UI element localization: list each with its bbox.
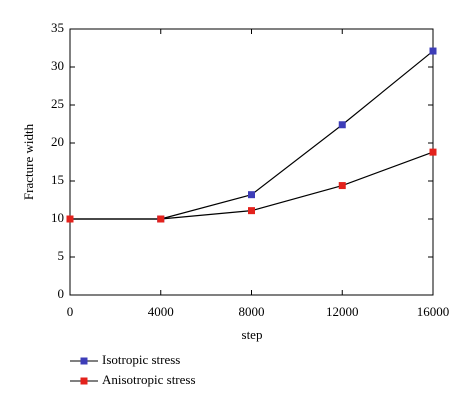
x-tick-label: 8000: [239, 304, 265, 319]
legend-label: Anisotropic stress: [102, 372, 196, 387]
y-tick-label: 0: [58, 286, 65, 301]
y-axis-title: Fracture width: [21, 123, 36, 200]
y-tick-label: 35: [51, 20, 64, 35]
marker: [338, 182, 346, 190]
marker: [338, 121, 346, 129]
marker: [157, 215, 165, 223]
legend-label: Isotropic stress: [102, 352, 180, 367]
y-tick-label: 15: [51, 172, 64, 187]
marker: [66, 215, 74, 223]
legend-marker: [80, 357, 88, 365]
marker: [429, 148, 437, 156]
x-tick-label: 16000: [417, 304, 450, 319]
legend-marker: [80, 377, 88, 385]
x-tick-label: 12000: [326, 304, 359, 319]
marker: [248, 207, 255, 215]
y-tick-label: 25: [51, 96, 64, 111]
y-tick-label: 20: [51, 134, 64, 149]
plot-frame: [69, 28, 434, 296]
x-tick-label: 0: [67, 304, 74, 319]
y-tick-label: 5: [58, 248, 65, 263]
y-tick-label: 30: [51, 58, 64, 73]
y-tick-label: 10: [51, 210, 64, 225]
x-tick-label: 4000: [148, 304, 174, 319]
marker: [429, 47, 437, 55]
marker: [248, 191, 255, 199]
x-axis-title: step: [242, 327, 263, 342]
